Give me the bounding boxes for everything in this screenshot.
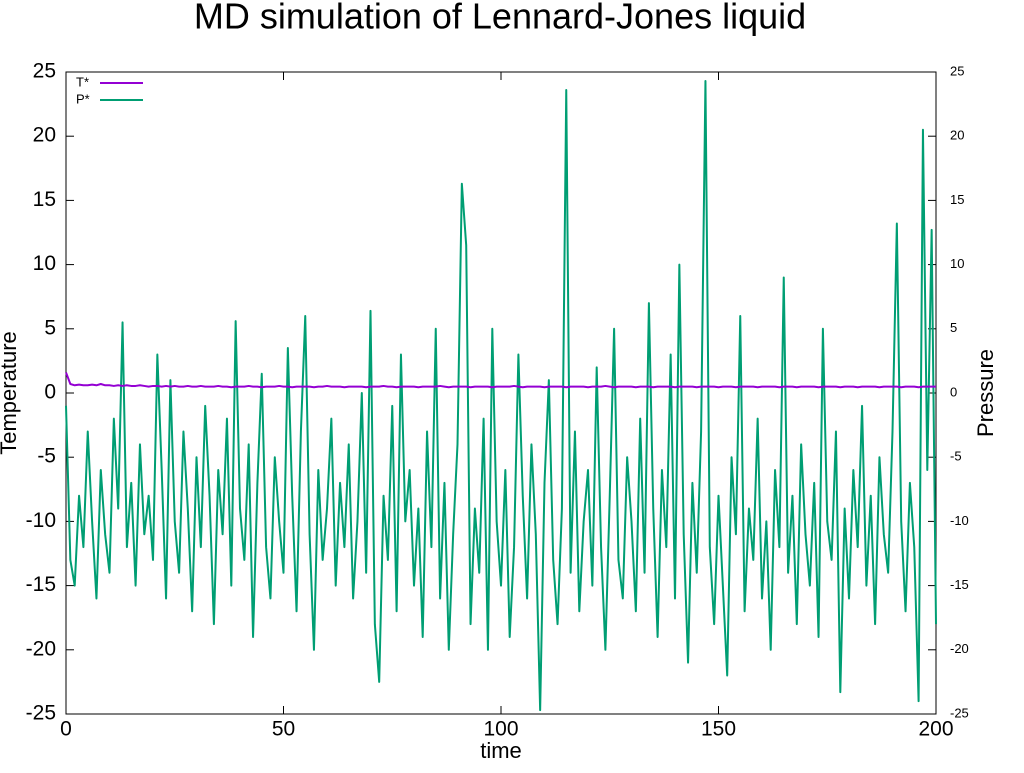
y-tick-label: -25	[26, 702, 56, 725]
x-tick-label: 100	[483, 718, 518, 741]
y2-tick-label: -5	[950, 449, 962, 464]
y2-tick-label: 25	[950, 63, 964, 78]
y2-tick-label: 10	[950, 256, 964, 271]
y2-tick-label: -15	[950, 577, 969, 592]
y-tick-label: -15	[26, 573, 56, 596]
y-tick-label: 20	[33, 124, 56, 147]
y2-tick-label: 5	[950, 320, 957, 335]
legend-label: T*	[76, 74, 89, 89]
x-tick-label: 50	[272, 718, 295, 741]
x-tick-label: 200	[918, 718, 953, 741]
y2-tick-label: -10	[950, 513, 969, 528]
x-tick-label: 0	[60, 718, 72, 741]
y2-tick-label: 15	[950, 192, 964, 207]
x-axis-label: time	[480, 738, 522, 763]
y2-tick-label: -20	[950, 641, 969, 656]
y-tick-label: 25	[33, 60, 56, 83]
y-tick-label: -5	[37, 445, 56, 468]
plot-frame	[65, 71, 937, 715]
y-tick-label: -10	[26, 509, 56, 532]
chart-title: MD simulation of Lennard-Jones liquid	[194, 0, 806, 37]
y-axis-label: Temperature	[0, 331, 21, 455]
series-line	[65, 372, 936, 389]
y-tick-label: 15	[33, 188, 56, 211]
x-tick-label: 150	[701, 718, 736, 741]
y2-axis-label: Pressure	[973, 349, 998, 437]
y2-tick-label: -25	[950, 705, 969, 720]
legend-label: P*	[76, 91, 90, 106]
y-tick-label: 5	[44, 316, 56, 339]
y-tick-label: 10	[33, 252, 56, 275]
y2-tick-label: 0	[950, 384, 957, 399]
series-line	[65, 79, 937, 712]
y-tick-label: 0	[44, 381, 56, 404]
y2-tick-label: 20	[950, 128, 964, 143]
y-tick-label: -20	[26, 637, 56, 660]
